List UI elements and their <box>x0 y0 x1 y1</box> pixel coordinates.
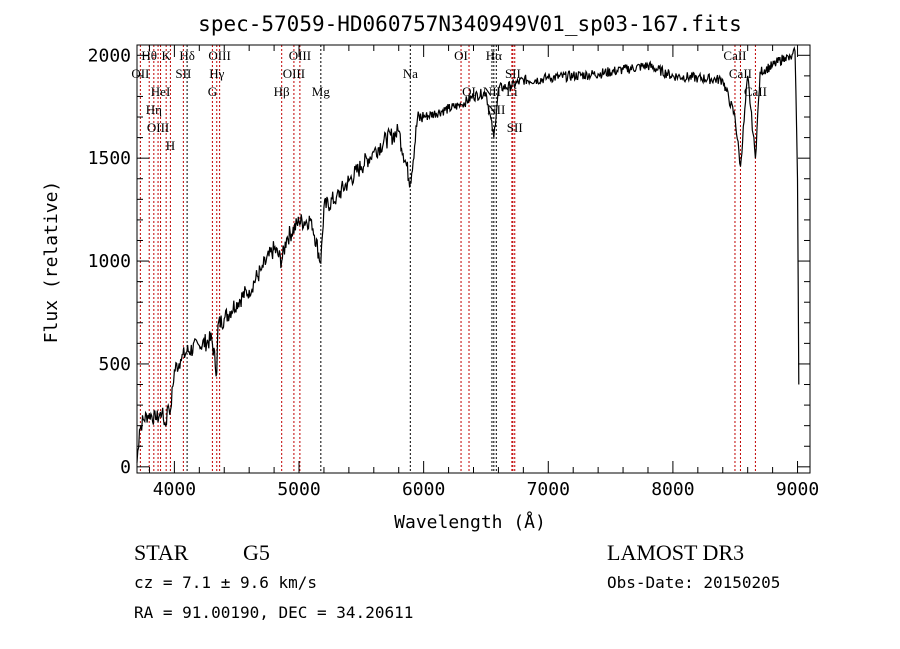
line-marker-label: K <box>161 48 171 63</box>
line-marker-label: Hδ <box>179 48 195 63</box>
x-tick-label: 4000 <box>153 479 196 500</box>
line-marker-label: OI <box>454 48 468 63</box>
obs-date: Obs-Date: 20150205 <box>607 573 780 592</box>
line-marker-label: CaII <box>723 48 746 63</box>
line-marker-label: CaII <box>744 84 767 99</box>
line-marker-label: CaII <box>729 66 752 81</box>
redshift-cz: cz = 7.1 ± 9.6 km/s <box>134 573 317 592</box>
y-tick-label: 1000 <box>88 251 131 272</box>
line-marker-label: Hη <box>146 102 162 117</box>
line-marker-label: Hα <box>486 48 502 63</box>
line-marker-label: Li <box>506 84 518 99</box>
line-marker-label: NII <box>483 84 501 99</box>
subclass: G5 <box>243 540 270 565</box>
object-class: STAR <box>134 540 189 565</box>
line-marker-label: Hβ <box>274 84 290 99</box>
x-axis-label: Wavelength (Å) <box>394 511 546 533</box>
line-marker-label: OIII <box>208 48 230 63</box>
line-marker-label: H <box>166 138 175 153</box>
chart-title: spec-57059-HD060757N340949V01_sp03-167.f… <box>198 12 742 36</box>
line-marker-label: G <box>208 84 217 99</box>
line-marker-label: OIII <box>147 120 169 135</box>
line-marker-label: Hγ <box>209 66 224 81</box>
y-axis-label: Flux (relative) <box>41 181 62 344</box>
survey-label: LAMOST DR3 <box>607 540 744 565</box>
y-tick-label: 1500 <box>88 148 131 169</box>
x-tick-label: 9000 <box>776 479 819 500</box>
y-tick-label: 0 <box>120 457 131 478</box>
x-tick-label: 5000 <box>277 479 320 500</box>
plot-frame <box>136 44 811 474</box>
y-tick-label: 500 <box>98 354 131 375</box>
spectrum-series <box>136 46 800 463</box>
axes: 4000 5000 6000 7000 8000 9000 0 500 1000 1500 2000 <box>88 44 819 500</box>
x-tick-label: 7000 <box>527 479 570 500</box>
line-marker-label: HeI <box>151 84 171 99</box>
line-marker-label: Mg <box>312 84 331 99</box>
line-marker-label: OIII <box>283 66 305 81</box>
line-marker-label: OII <box>131 66 149 81</box>
line-marker-label: Na <box>403 66 418 81</box>
y-tick-label: 2000 <box>88 45 131 66</box>
spectrum-line <box>136 46 800 463</box>
x-tick-label: 8000 <box>651 479 694 500</box>
line-marker-label: SII <box>175 66 191 81</box>
line-marker-label: SII <box>507 120 523 135</box>
line-marker-label: OIII <box>289 48 311 63</box>
x-tick-label: 6000 <box>402 479 445 500</box>
ra-dec: RA = 91.00190, DEC = 34.20611 <box>134 603 413 622</box>
line-marker-label: SII <box>505 66 521 81</box>
line-marker-label: Hθ <box>141 48 157 63</box>
